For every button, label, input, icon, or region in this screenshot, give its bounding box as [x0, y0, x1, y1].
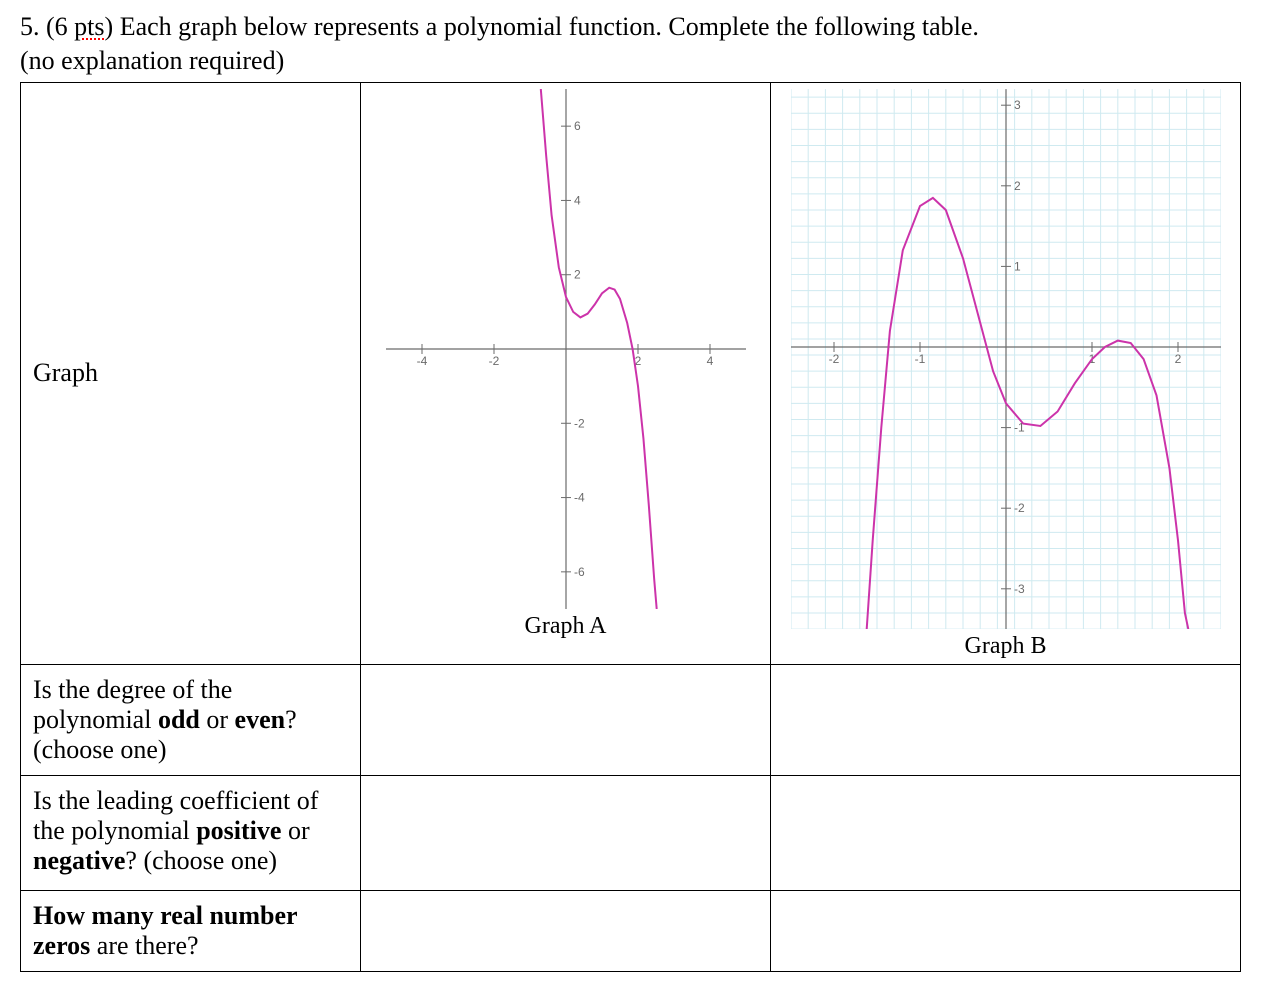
table-row: Graph -4 -2 2 4 -6 -4 -2 2 4 6 Graph A -2 -1 1 2 -3 -2…: [21, 82, 1241, 664]
svg-text:2: 2: [574, 268, 581, 282]
graph-b-cell: -2-112-3-2-1123 Graph B: [771, 82, 1241, 664]
row-label-zeros: How many real number zeros are there?: [21, 890, 361, 971]
svg-text:-4: -4: [574, 490, 585, 504]
answer-cell[interactable]: [361, 890, 771, 971]
svg-text:-6: -6: [574, 565, 585, 579]
answer-cell[interactable]: [771, 664, 1241, 775]
question-text-main: Each graph below represents a polynomial…: [113, 12, 979, 41]
question-points-close: ): [105, 12, 114, 41]
table-row: Is the degree of the polynomial odd or e…: [21, 664, 1241, 775]
row-label-graph: Graph: [21, 82, 361, 664]
graph-a-cell: -4-224-6-4-2246 Graph A: [361, 82, 771, 664]
svg-text:-2: -2: [488, 354, 499, 368]
graph-b-svg: -2-112-3-2-1123: [791, 89, 1221, 629]
table-row: How many real number zeros are there?: [21, 890, 1241, 971]
answer-cell[interactable]: [361, 775, 771, 890]
question-prompt: 5. (6 pts) Each graph below represents a…: [20, 10, 1252, 44]
svg-text:-4: -4: [416, 354, 427, 368]
answer-cell[interactable]: [771, 775, 1241, 890]
page-root: 5. (6 pts) Each graph below represents a…: [0, 0, 1272, 992]
svg-text:4: 4: [574, 193, 581, 207]
answer-table: Graph -4 -2 2 4 -6 -4 -2 2 4 6 Graph A -2 -1 1 2 -3 -2…: [20, 82, 1241, 972]
svg-text:2: 2: [1014, 179, 1021, 193]
svg-text:6: 6: [574, 119, 581, 133]
graph-b-caption: Graph B: [777, 633, 1234, 660]
svg-text:3: 3: [1014, 98, 1021, 112]
svg-text:2: 2: [1174, 352, 1181, 366]
svg-text:-1: -1: [914, 352, 925, 366]
answer-cell[interactable]: [361, 664, 771, 775]
question-points-word: pts: [74, 12, 104, 41]
row-label-leading-coeff: Is the leading coefficient of the polyno…: [21, 775, 361, 890]
svg-text:-2: -2: [574, 416, 585, 430]
question-subtext: (no explanation required): [20, 46, 1252, 76]
question-number: 5.: [20, 12, 40, 41]
answer-cell[interactable]: [771, 890, 1241, 971]
svg-text:-2: -2: [828, 352, 839, 366]
graph-a-caption: Graph A: [367, 613, 764, 640]
table-row: Is the leading coefficient of the polyno…: [21, 775, 1241, 890]
question-points-open: (6: [46, 12, 74, 41]
row-label-degree: Is the degree of the polynomial odd or e…: [21, 664, 361, 775]
svg-text:1: 1: [1014, 259, 1021, 273]
svg-text:-2: -2: [1014, 501, 1025, 515]
svg-text:4: 4: [706, 354, 713, 368]
svg-text:-3: -3: [1014, 582, 1025, 596]
graph-a-svg: -4-224-6-4-2246: [386, 89, 746, 609]
